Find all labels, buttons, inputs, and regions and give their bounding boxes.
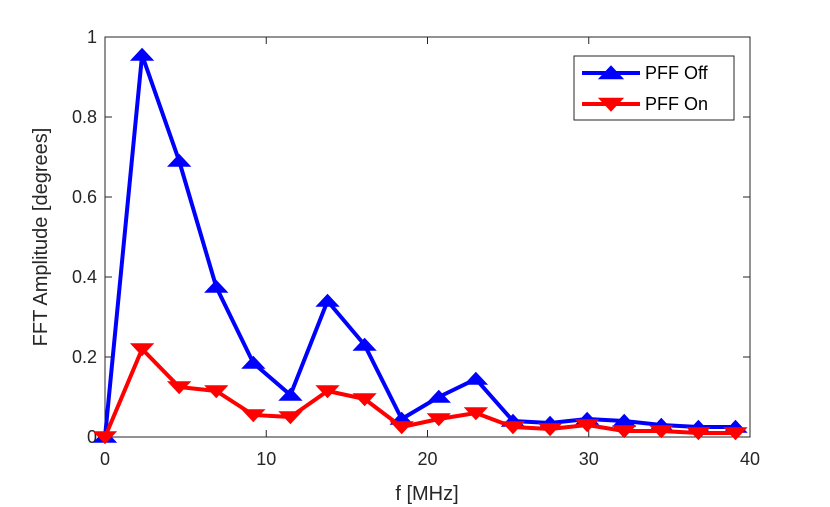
data-point-pff-off [129,47,155,61]
y-tick-label: 0.2 [72,347,97,367]
series-layer [92,47,748,445]
data-point-pff-on [278,411,303,425]
legend-marker-pff-off [597,65,625,80]
x-tick-label: 10 [256,449,276,469]
data-point-pff-on [315,385,340,399]
y-tick-label: 0.4 [72,267,97,287]
data-point-pff-on [129,343,155,357]
data-point-pff-on [500,421,526,435]
legend-marker-pff-on [597,97,625,112]
data-point-pff-off [278,387,303,401]
data-point-pff-on [612,425,637,439]
data-point-pff-on [426,413,451,427]
x-tick-label: 30 [579,449,599,469]
axis-ticks: 0 10 20 30 40 0 0.2 0.4 0.6 0.8 1 [72,27,760,469]
data-point-pff-on [241,409,266,423]
x-tick-label: 40 [740,449,760,469]
legend-label-pff-off: PFF Off [645,63,709,83]
y-axis-label: FFT Amplitude [degrees] [30,128,52,347]
data-point-pff-off [426,389,451,403]
legend-label-pff-on: PFF On [645,94,708,114]
data-point-pff-off [204,279,229,293]
data-point-pff-on [723,427,748,441]
x-tick-label: 0 [100,449,110,469]
y-tick-label: 0.8 [72,107,97,127]
data-point-pff-off [241,355,266,369]
data-point-pff-on [92,431,118,445]
data-point-pff-off [352,337,377,351]
data-point-pff-on [537,423,563,437]
data-point-pff-on [167,381,192,395]
data-point-pff-on [352,393,377,407]
legend-box [573,55,735,121]
y-tick-label: 0.6 [72,187,97,207]
data-point-pff-off [167,153,192,167]
x-axis-label: f [MHz] [395,483,458,505]
data-point-pff-on [389,421,414,435]
data-point-pff-on [204,385,229,399]
data-point-pff-on [463,407,489,421]
data-point-pff-off [463,371,489,385]
y-tick-label: 0 [87,427,97,447]
y-tick-label: 1 [87,27,97,47]
data-point-pff-on [649,425,674,439]
legend: PFF Off PFF On [573,55,735,121]
data-point-pff-on [574,419,600,433]
x-tick-label: 20 [417,449,437,469]
data-point-pff-on [686,427,711,441]
data-point-pff-off [315,293,340,307]
